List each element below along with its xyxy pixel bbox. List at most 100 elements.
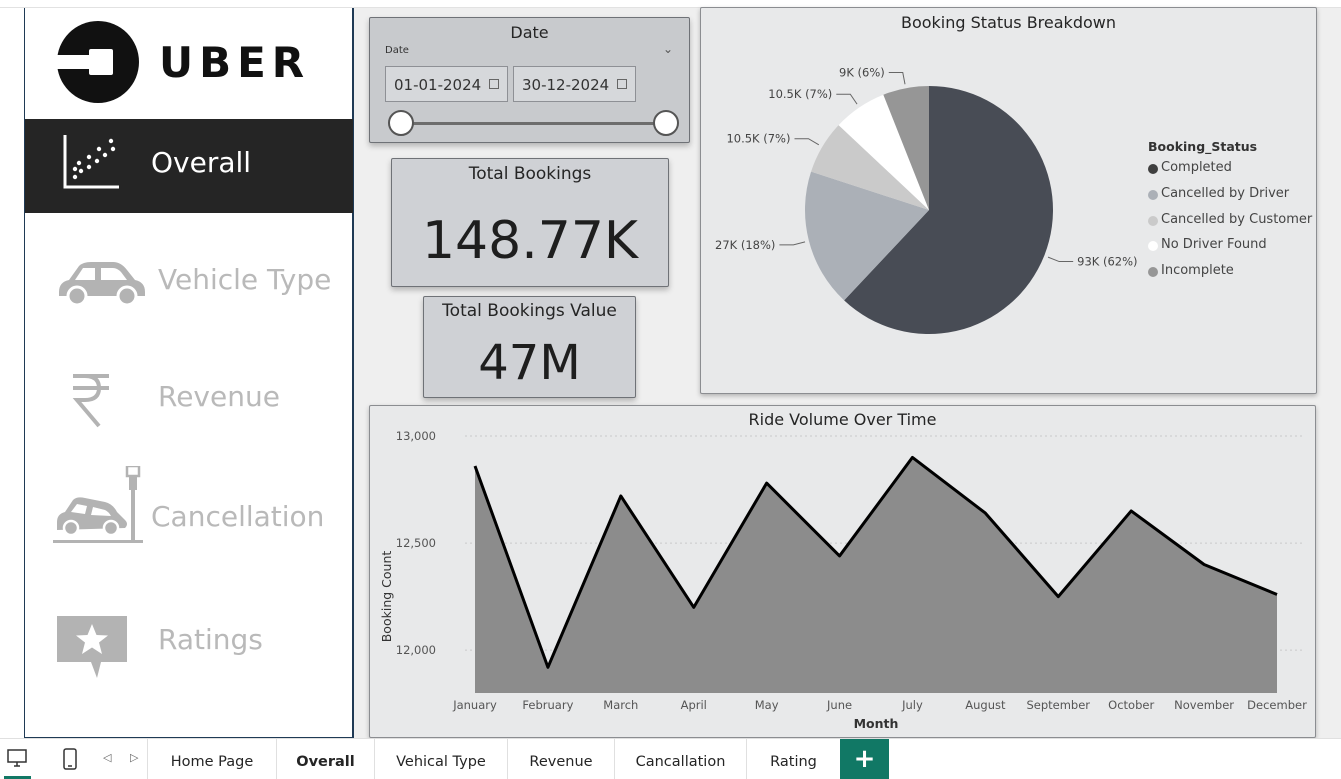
x-tick-label: July xyxy=(901,698,923,712)
legend-label: Cancelled by Driver xyxy=(1161,185,1290,201)
page-tab-bar: ◁ ▷ Home Page Overall Vehical Type Reven… xyxy=(0,738,1341,779)
report-canvas: UBER Overall Vehicle Type xyxy=(0,0,1341,738)
pie-legend: Completed Cancelled by Driver Cancelled by… xyxy=(1148,160,1312,289)
data-point-february[interactable] xyxy=(545,664,551,670)
data-point-november[interactable] xyxy=(1201,562,1207,568)
mobile-view-icon[interactable] xyxy=(62,747,78,771)
date-range-end-handle[interactable] xyxy=(653,110,679,136)
car-crash-icon xyxy=(53,466,143,543)
desktop-view-icon[interactable] xyxy=(6,748,28,768)
x-tick-label: October xyxy=(1108,698,1154,712)
data-point-august[interactable] xyxy=(982,510,988,516)
legend-label: Cancelled by Customer xyxy=(1161,211,1313,227)
chevron-down-icon[interactable]: ⌄ xyxy=(662,42,673,56)
next-page-icon[interactable]: ▷ xyxy=(130,751,139,764)
pie-slice-2[interactable] xyxy=(811,125,929,210)
nav-item-overall[interactable]: Overall xyxy=(25,119,353,213)
nav-label-cancellation: Cancellation xyxy=(151,500,325,533)
data-point-september[interactable] xyxy=(1055,594,1061,600)
legend-marker-icon xyxy=(1148,164,1158,174)
tab-revenue[interactable]: Revenue xyxy=(507,739,614,779)
tab-home-page[interactable]: Home Page xyxy=(147,739,276,779)
desktop-view-indicator xyxy=(4,776,31,779)
total-bookings-value-card: Total Bookings Value 47M xyxy=(423,296,636,398)
data-point-july[interactable] xyxy=(909,454,915,460)
nav-item-ratings[interactable]: Ratings xyxy=(25,588,353,682)
pie-legend-item[interactable]: Incomplete xyxy=(1148,263,1312,289)
nav-item-vehicle-type[interactable]: Vehicle Type xyxy=(25,232,353,326)
add-page-button[interactable]: + xyxy=(840,739,889,779)
pie-slice-1[interactable] xyxy=(805,171,929,301)
nav-item-cancellation[interactable]: Cancellation xyxy=(25,466,353,560)
previous-page-icon[interactable]: ◁ xyxy=(103,751,112,764)
pie-leader-line-2 xyxy=(794,138,820,146)
y-tick-label: 13,000 xyxy=(396,429,436,443)
pie-chart: 93K (62%) 27K (18%) 10.5K (7%) 10.5K (7%) 9K… xyxy=(715,65,1138,335)
calendar-icon[interactable] xyxy=(489,79,499,89)
data-point-december[interactable] xyxy=(1274,591,1280,597)
legend-label: Incomplete xyxy=(1161,263,1234,279)
data-point-january[interactable] xyxy=(472,463,478,469)
date-range-track[interactable] xyxy=(400,122,666,125)
pie-data-label-4: 9K (6%) xyxy=(839,65,885,79)
uber-logo-text: UBER xyxy=(159,38,311,87)
date-slicer-title: Date xyxy=(510,23,549,42)
x-tick-label: May xyxy=(755,698,779,712)
end-date-input[interactable]: 30-12-2024 xyxy=(513,66,636,102)
top-border xyxy=(0,0,1341,8)
data-point-june[interactable] xyxy=(837,553,843,559)
data-point-march[interactable] xyxy=(618,493,624,499)
pie-data-label-2: 10.5K (7%) xyxy=(726,132,790,146)
pie-legend-item[interactable]: Completed xyxy=(1148,160,1312,186)
start-date-input[interactable]: 01-01-2024 xyxy=(385,66,508,102)
tab-cancallation[interactable]: Cancallation xyxy=(614,739,746,779)
nav-label-ratings: Ratings xyxy=(158,623,263,656)
total-bookings-card: Total Bookings 148.77K xyxy=(391,158,669,287)
x-tick-label: November xyxy=(1174,698,1234,712)
x-tick-label: September xyxy=(1026,698,1090,712)
pie-slice-0[interactable] xyxy=(844,86,1053,335)
pie-legend-item[interactable]: No Driver Found xyxy=(1148,237,1312,263)
data-point-october[interactable] xyxy=(1128,508,1134,514)
y-tick-label: 12,000 xyxy=(396,643,436,657)
legend-marker-icon xyxy=(1148,215,1158,226)
data-point-may[interactable] xyxy=(764,480,770,486)
legend-marker-icon xyxy=(1148,241,1158,252)
pie-chart-title: Booking Status Breakdown xyxy=(900,13,1116,32)
x-axis-title: Month xyxy=(854,716,899,731)
x-tick-label: December xyxy=(1247,698,1307,712)
end-date-value: 30-12-2024 xyxy=(522,76,610,94)
tab-overall[interactable]: Overall xyxy=(276,739,374,779)
rupee-icon xyxy=(72,374,109,428)
booking-status-panel: Booking Status Breakdown 93K (62%) 27K (1… xyxy=(700,7,1317,394)
pie-legend-title: Booking_Status xyxy=(1148,139,1258,154)
pie-slice-3[interactable] xyxy=(838,94,929,210)
pie-leader-line-4 xyxy=(888,71,906,85)
date-range-start-handle[interactable] xyxy=(388,110,414,136)
calendar-icon[interactable] xyxy=(617,79,627,89)
sidebar: UBER Overall Vehicle Type xyxy=(24,8,354,738)
nav-label-revenue: Revenue xyxy=(158,380,280,413)
tab-vehical-type[interactable]: Vehical Type xyxy=(374,739,507,779)
tab-rating[interactable]: Rating xyxy=(746,739,840,779)
pie-leader-line-0 xyxy=(1047,256,1074,263)
pie-slice-4[interactable] xyxy=(883,86,929,210)
pie-legend-item[interactable]: Cancelled by Driver xyxy=(1148,186,1312,212)
area-chart-title: Ride Volume Over Time xyxy=(748,410,937,429)
pie-legend-item[interactable]: Cancelled by Customer xyxy=(1148,212,1312,238)
total-value-value: 47M xyxy=(478,335,581,391)
data-point-april[interactable] xyxy=(691,604,697,610)
total-bookings-value: 148.77K xyxy=(421,211,639,271)
x-tick-label: January xyxy=(452,698,497,712)
y-tick-label: 12,500 xyxy=(396,536,436,550)
pie-data-label-1: 27K (18%) xyxy=(715,238,775,252)
scatter-chart-icon xyxy=(63,135,119,189)
date-field-label: Date xyxy=(385,45,409,56)
star-chat-icon xyxy=(57,616,127,678)
nav-item-revenue[interactable]: Revenue xyxy=(25,350,353,444)
left-strip xyxy=(0,8,24,738)
legend-label: Completed xyxy=(1161,160,1232,175)
pie-leader-line-3 xyxy=(836,93,858,105)
area-line xyxy=(473,455,1278,669)
nav-label-vehicle-type: Vehicle Type xyxy=(158,263,332,296)
